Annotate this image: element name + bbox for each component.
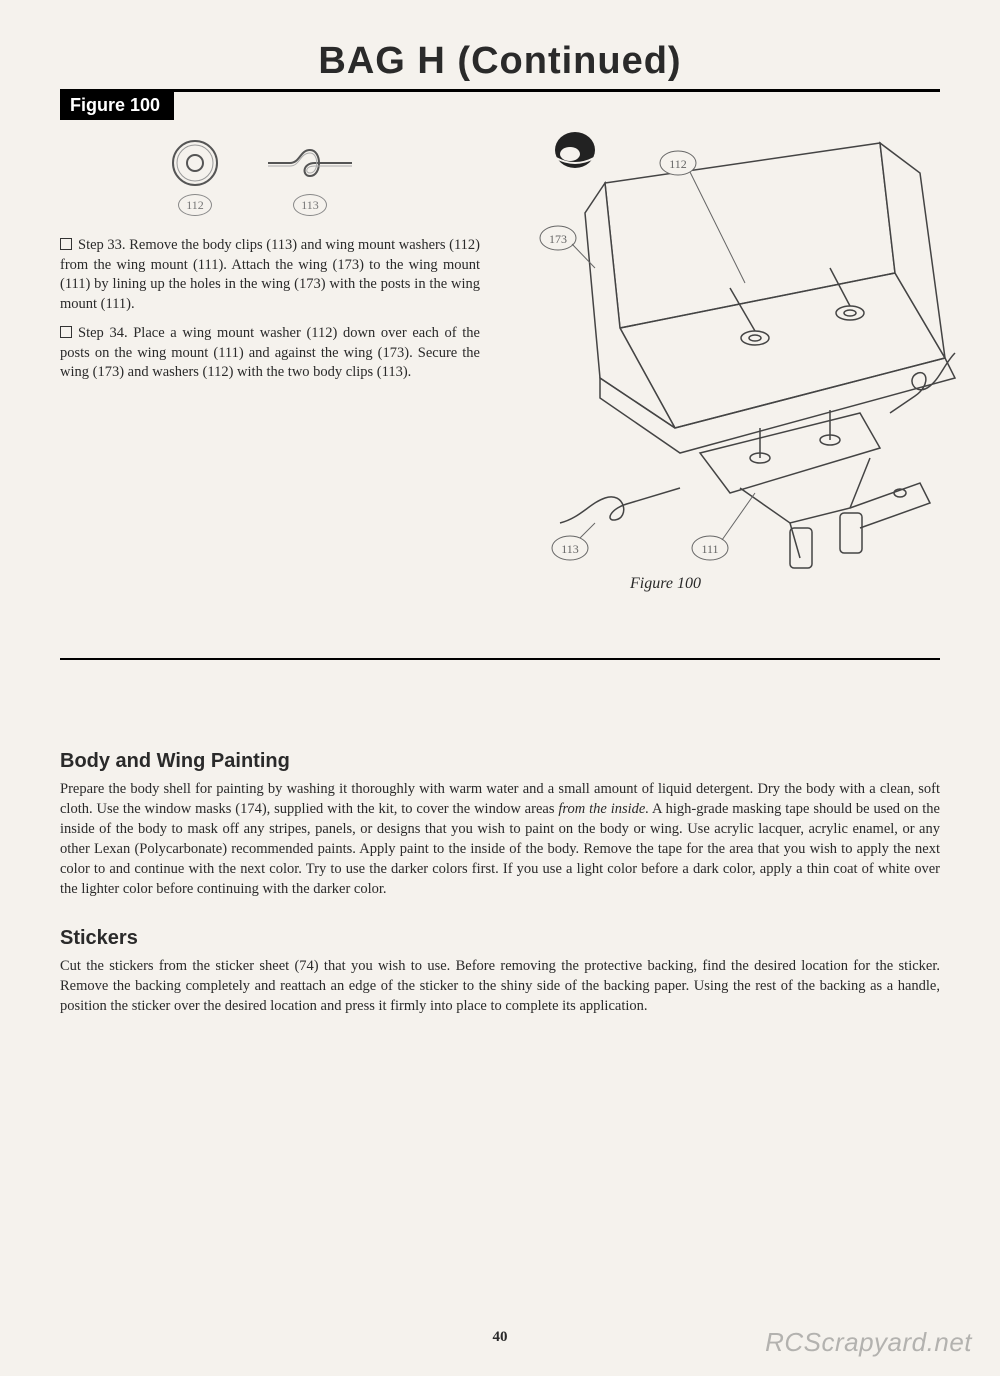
figure-label: Figure 100 [60, 91, 174, 120]
washer-icon [170, 138, 220, 188]
callout-label: 112 [178, 194, 212, 216]
svg-text:173: 173 [549, 232, 567, 246]
clip-right [890, 353, 955, 413]
callout-113: 113 [552, 523, 595, 560]
figure-caption: Figure 100 [630, 575, 701, 593]
page-title: BAG H (Continued) [60, 40, 940, 83]
callout-111: 111 [692, 493, 755, 560]
body-painting-text: Prepare the body shell for painting by w… [60, 779, 940, 899]
step-text: Step 34. Place a wing mount washer (112)… [60, 325, 480, 380]
checkbox-icon [60, 326, 72, 338]
wing-assembly-svg: 112 173 113 111 [500, 128, 970, 588]
svg-text:113: 113 [561, 542, 579, 556]
part-body-clip: 113 [260, 138, 360, 216]
clip-left [560, 488, 680, 523]
body-clip-icon [260, 138, 360, 188]
callout-112: 112 [660, 151, 745, 283]
callout-label: 113 [293, 194, 327, 216]
part-washer: 112 [170, 138, 220, 216]
heading-body-wing-painting: Body and Wing Painting [60, 750, 940, 773]
watermark: RCScrapyard.net [765, 1327, 972, 1358]
washer-callout: 112 [170, 194, 220, 216]
heading-stickers: Stickers [60, 927, 940, 950]
step-text: Step 33. Remove the body clips (113) and… [60, 237, 480, 312]
parts-row: 112 113 [60, 128, 480, 236]
checkbox-icon [60, 238, 72, 250]
stickers-text: Cut the stickers from the sticker sheet … [60, 956, 940, 1016]
step-34: Step 34. Place a wing mount washer (112)… [60, 324, 480, 383]
svg-text:112: 112 [669, 157, 687, 171]
step-33: Step 33. Remove the body clips (113) and… [60, 236, 480, 314]
wing-mount-shape [700, 410, 930, 568]
left-column: 112 113 Step 33. Remove the body clips (… [60, 128, 480, 608]
title-rule [60, 89, 940, 92]
figure-section: 112 113 Step 33. Remove the body clips (… [60, 128, 940, 608]
clip-callout: 113 [260, 194, 360, 216]
helmet-icon [555, 132, 595, 168]
svg-text:111: 111 [701, 542, 718, 556]
assembly-diagram: 112 173 113 111 Figure 100 [500, 128, 970, 608]
section-divider [60, 658, 940, 660]
